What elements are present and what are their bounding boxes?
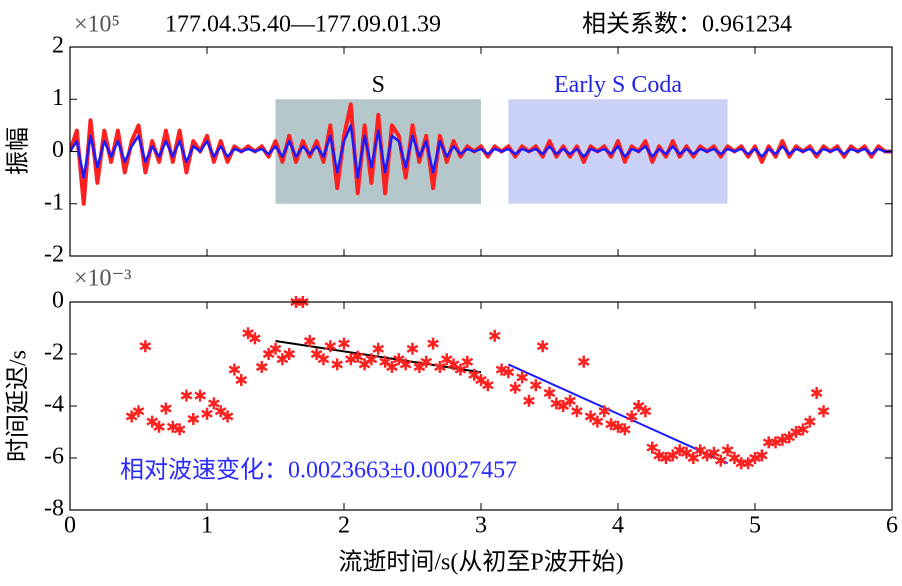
y-axis-label: 振幅 [5,127,32,175]
y-tick-label: -8 [44,496,64,522]
point [797,423,809,436]
point [543,387,556,399]
point [331,358,343,371]
point [646,441,659,454]
point [228,363,241,376]
point [351,350,364,363]
waveform [70,102,892,206]
point [201,407,213,420]
chart-title: 177.04.35.40—177.09.01.39 [165,12,441,38]
region-label: Early S Coda [554,72,682,98]
point [160,402,172,415]
point [577,355,590,368]
point [249,332,261,345]
axes-box [69,46,893,257]
plot-area [70,99,892,206]
fit-line [507,363,729,465]
y-tick-label: -1 [44,189,64,215]
point [194,389,206,402]
y-tick-label: 0 [52,137,64,163]
point [625,410,638,423]
point [324,340,337,353]
point [303,335,316,347]
y-multiplier: ×10⁻³ [74,266,131,292]
point [756,449,768,462]
y-multiplier: ×10⁵ [74,12,120,38]
point [529,379,542,392]
point [386,361,398,373]
point [235,374,248,386]
x-tick-label: 2 [338,513,350,539]
point [598,405,611,418]
point [365,353,378,366]
point [721,444,734,457]
point [187,413,200,425]
y-tick-label: -2 [44,242,64,268]
point [810,387,823,399]
point [488,329,501,342]
point [434,361,446,373]
point [338,337,350,350]
point [255,361,268,373]
point [714,454,727,467]
point [523,394,535,407]
point [687,452,700,464]
plot-area [125,296,830,470]
y-tick-label: -6 [44,444,64,470]
point [509,381,522,394]
y-tick-label: 0 [52,288,64,314]
waveform [70,124,892,179]
y-tick-label: 2 [52,33,64,59]
point [502,366,515,379]
annotation: 相对波速变化：0.0023663±0.00027457 [120,457,517,484]
point [564,394,576,407]
point [803,415,816,428]
point [406,342,419,355]
point [454,363,467,376]
x-tick-label: 4 [612,513,624,539]
x-tick-label: 1 [201,513,213,539]
point [571,405,583,418]
x-axis-label: 流逝时间/s(从初至P波开始) [338,549,623,576]
point [269,342,282,355]
point [139,340,152,353]
point [153,420,165,433]
point [221,410,234,423]
point [708,446,720,459]
point [482,379,494,392]
y-tick-label: 1 [52,85,64,111]
y-tick-label: -2 [44,340,64,366]
axes-box [69,301,893,511]
point [399,358,412,371]
point [173,423,186,436]
point [817,405,830,418]
y-tick-label: -4 [44,392,64,418]
x-tick-label: 5 [749,513,761,539]
point [372,342,385,355]
point [283,348,296,360]
point [536,340,549,353]
point [516,371,528,384]
chart-subtitle: 相关系数：0.961234 [582,11,792,38]
point [317,353,330,366]
point [619,423,631,436]
point [208,397,220,410]
point [461,355,474,368]
point [591,415,604,428]
x-tick-label: 6 [886,513,898,539]
region-label: S [372,72,385,98]
x-tick-label: 0 [64,513,76,539]
point [132,405,145,418]
point [180,389,193,402]
point [762,436,775,449]
y-axis-label: 时间延迟/s [5,350,32,462]
x-tick-label: 3 [475,513,487,539]
point [639,405,652,418]
point [420,355,433,368]
point [427,337,439,350]
